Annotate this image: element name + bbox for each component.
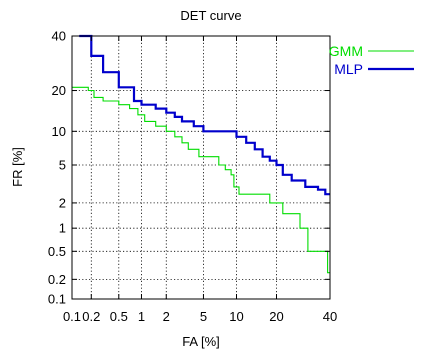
- y-tick-label: 5: [59, 158, 66, 173]
- y-tick-label: 10: [52, 124, 66, 139]
- legend: GMM MLP: [329, 43, 414, 77]
- x-tick-label: 0.5: [110, 309, 128, 324]
- y-tick-label: 40: [52, 29, 66, 44]
- chart-title: DET curve: [180, 8, 241, 23]
- grid: [72, 36, 330, 299]
- x-tick-label: 0.2: [82, 309, 100, 324]
- y-tick-label: 20: [52, 83, 66, 98]
- series-line-gmm: [72, 86, 330, 274]
- series-lines: [72, 34, 330, 274]
- y-tick-label: 1: [59, 221, 66, 236]
- legend-label-mlp: MLP: [334, 61, 363, 77]
- x-axis-title: FA [%]: [182, 334, 220, 349]
- y-tick-label: 0.1: [48, 292, 66, 307]
- x-tick-label: 20: [269, 309, 283, 324]
- y-tick-label: 2: [59, 195, 66, 210]
- x-tick-label: 5: [200, 309, 207, 324]
- x-tick-label: 10: [229, 309, 243, 324]
- y-axis-title: FR [%]: [10, 147, 25, 187]
- y-tick-label: 0.5: [48, 244, 66, 259]
- x-tick-label: 2: [163, 309, 170, 324]
- y-tick-label: 0.2: [48, 272, 66, 287]
- series-line-mlp: [79, 34, 330, 196]
- legend-label-gmm: GMM: [329, 43, 363, 59]
- x-tick-label: 1: [138, 309, 145, 324]
- x-tick-label: 40: [323, 309, 337, 324]
- plot-frame: [71, 35, 331, 300]
- x-tick-label: 0.1: [63, 309, 81, 324]
